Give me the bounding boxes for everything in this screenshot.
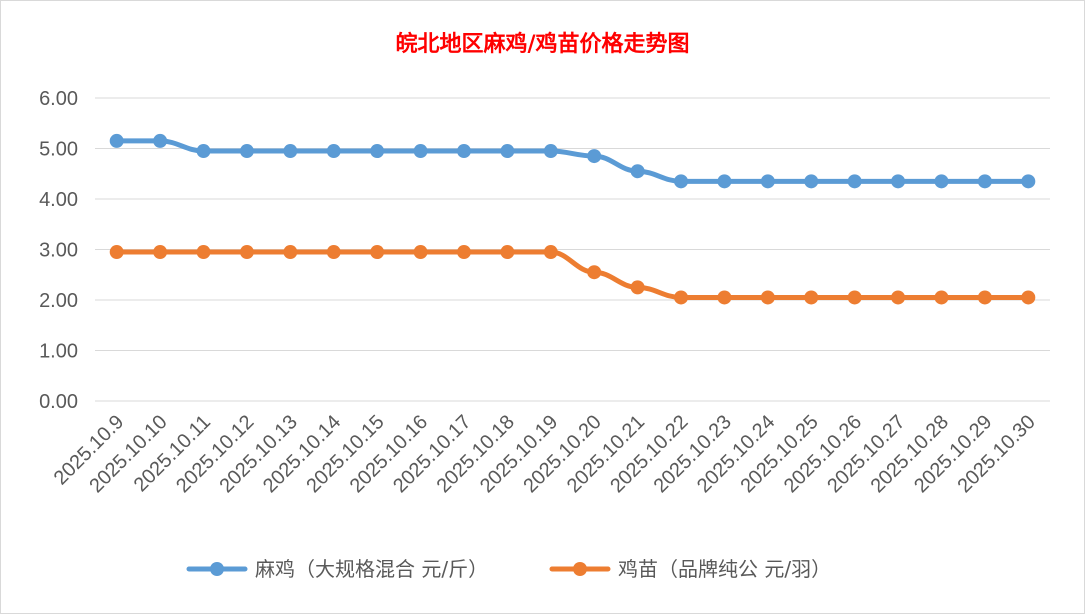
data-point — [587, 265, 602, 280]
data-point — [500, 144, 515, 159]
data-point — [109, 245, 124, 260]
data-point — [717, 174, 732, 189]
data-point — [674, 174, 689, 189]
data-point — [717, 290, 732, 305]
data-point — [804, 290, 819, 305]
chart-title: 皖北地区麻鸡/鸡苗价格走势图 — [395, 31, 690, 57]
data-point — [543, 144, 558, 159]
legend-marker — [573, 562, 587, 576]
data-point — [500, 245, 515, 260]
data-point — [891, 290, 906, 305]
data-point — [804, 174, 819, 189]
data-point — [1021, 290, 1036, 305]
y-tick-label: 2.00 — [39, 290, 78, 312]
data-point — [630, 164, 645, 179]
data-point — [326, 245, 341, 260]
y-tick-label: 6.00 — [39, 88, 78, 110]
data-point — [456, 144, 471, 159]
data-point — [543, 245, 558, 260]
data-point — [413, 144, 428, 159]
data-point — [283, 245, 298, 260]
data-point — [239, 245, 254, 260]
y-tick-label: 5.00 — [39, 139, 78, 161]
data-point — [674, 290, 689, 305]
data-point — [239, 144, 254, 159]
y-tick-label: 0.00 — [39, 391, 78, 413]
data-point — [370, 245, 385, 260]
data-point — [109, 133, 124, 148]
y-tick-label: 1.00 — [39, 341, 78, 363]
data-point — [283, 144, 298, 159]
data-point — [153, 245, 168, 260]
y-tick-label: 4.00 — [39, 189, 78, 211]
data-point — [934, 174, 949, 189]
data-point — [370, 144, 385, 159]
data-point — [630, 280, 645, 295]
data-point — [891, 174, 906, 189]
data-point — [587, 149, 602, 164]
data-point — [413, 245, 428, 260]
data-point — [456, 245, 471, 260]
data-point — [977, 290, 992, 305]
legend-label: 鸡苗（品牌纯公 元/羽） — [618, 557, 831, 581]
data-point — [760, 174, 775, 189]
series-line — [114, 249, 1031, 300]
series-line — [114, 138, 1031, 184]
data-point — [934, 290, 949, 305]
data-point — [326, 144, 341, 159]
data-point — [760, 290, 775, 305]
data-point — [153, 133, 168, 148]
legend-label: 麻鸡（大规格混合 元/斤） — [255, 557, 488, 581]
data-point — [847, 290, 862, 305]
y-tick-label: 3.00 — [39, 240, 78, 262]
data-point — [196, 245, 211, 260]
data-point — [977, 174, 992, 189]
data-point — [196, 144, 211, 159]
data-point — [847, 174, 862, 189]
data-point — [1021, 174, 1036, 189]
legend-marker — [210, 562, 224, 576]
